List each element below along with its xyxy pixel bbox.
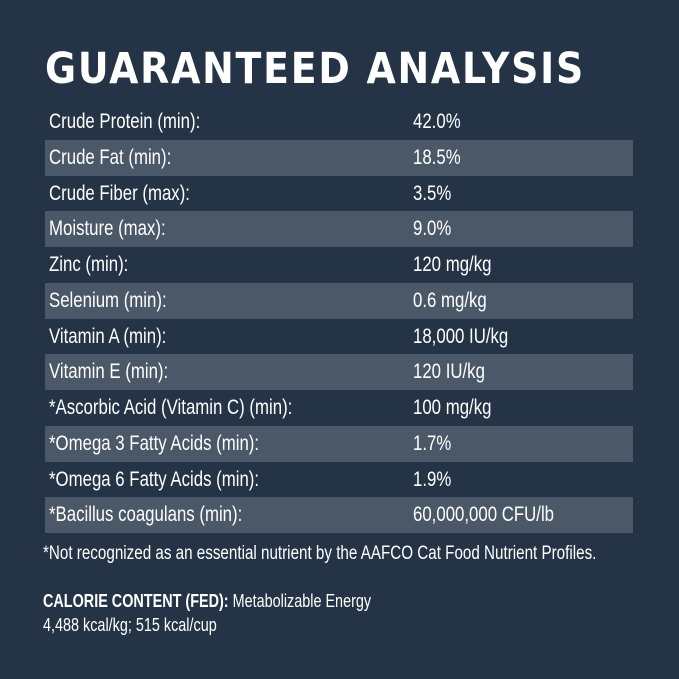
- nutrient-value: 120 IU/kg: [413, 360, 485, 384]
- table-row: *Omega 3 Fatty Acids (min): 1.7%: [45, 425, 633, 462]
- nutrient-label: Vitamin E (min):: [49, 360, 169, 384]
- table-row: Crude Protein (min): 42.0%: [45, 104, 633, 140]
- nutrient-label: *Ascorbic Acid (Vitamin C) (min):: [49, 396, 293, 419]
- table-row: Vitamin E (min): 120 IU/kg: [45, 354, 633, 390]
- calorie-content: CALORIE CONTENT (FED): Metabolizable Ene…: [43, 589, 371, 637]
- nutrient-value: 1.9%: [413, 467, 452, 491]
- nutrient-label: *Omega 3 Fatty Acids (min):: [49, 431, 260, 455]
- nutrient-label: Crude Protein (min):: [49, 110, 201, 133]
- table-row: Crude Fat (min): 18.5%: [45, 139, 633, 176]
- nutrient-value: 18,000 IU/kg: [413, 324, 509, 348]
- nutrient-value: 100 mg/kg: [413, 396, 492, 419]
- nutrient-value: 1.7%: [413, 431, 452, 455]
- footnote: *Not recognized as an essential nutrient…: [43, 543, 597, 564]
- page-title: GUARANTEED ANALYSIS: [45, 44, 585, 94]
- table-row: Crude Fiber (max): 3.5%: [45, 176, 633, 212]
- nutrient-value: 9.0%: [413, 217, 452, 241]
- nutrient-label: Crude Fiber (max):: [49, 181, 190, 205]
- nutrient-label: *Omega 6 Fatty Acids (min):: [49, 467, 260, 491]
- analysis-table: Crude Protein (min): 42.0% Crude Fat (min)…: [45, 104, 633, 533]
- table-row: *Ascorbic Acid (Vitamin C) (min): 100 mg/…: [45, 390, 633, 426]
- table-row: Vitamin A (min): 18,000 IU/kg: [45, 319, 633, 355]
- nutrient-label: *Bacillus coagulans (min):: [49, 503, 243, 527]
- nutrient-value: 42.0%: [413, 110, 461, 133]
- nutrient-value: 60,000,000 CFU/lb: [413, 503, 555, 527]
- table-row: Zinc (min): 120 mg/kg: [45, 247, 633, 283]
- nutrient-label: Selenium (min):: [49, 288, 167, 312]
- calorie-heading: CALORIE CONTENT (FED):: [43, 591, 229, 611]
- nutrient-label: Moisture (max):: [49, 217, 166, 241]
- calorie-values: 4,488 kcal/kg; 515 kcal/cup: [43, 615, 217, 635]
- table-row: *Bacillus coagulans (min): 60,000,000 CFU…: [45, 497, 633, 533]
- nutrient-value: 0.6 mg/kg: [413, 288, 487, 312]
- calorie-label: Metabolizable Energy: [232, 591, 372, 611]
- table-row: Selenium (min): 0.6 mg/kg: [45, 282, 633, 319]
- nutrient-label: Zinc (min):: [49, 253, 129, 276]
- table-row: Moisture (max): 9.0%: [45, 211, 633, 247]
- nutrient-value: 3.5%: [413, 181, 452, 205]
- table-row: *Omega 6 Fatty Acids (min): 1.9%: [45, 462, 633, 498]
- nutrient-label: Vitamin A (min):: [49, 324, 167, 348]
- nutrient-label: Crude Fat (min):: [49, 145, 172, 169]
- nutrient-value: 18.5%: [413, 145, 461, 169]
- nutrient-value: 120 mg/kg: [413, 253, 492, 276]
